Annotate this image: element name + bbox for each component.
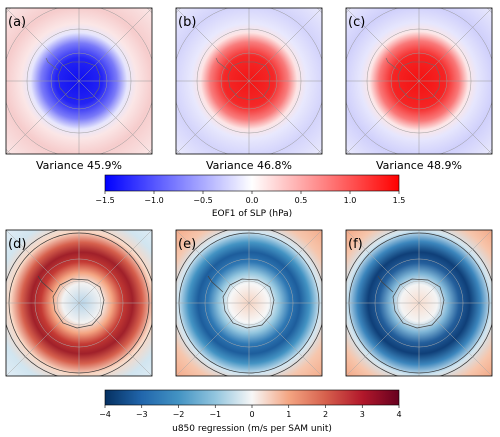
- panel-e-graticule: [176, 230, 322, 376]
- panel-c: [345, 7, 493, 155]
- panel-e-antarctica: [207, 275, 275, 329]
- panel-a-variance: Variance 45.9%: [36, 159, 122, 172]
- panel-a-graticule: [6, 8, 152, 154]
- panel-d-frame: [5, 229, 153, 377]
- u850-tick-label: 1: [286, 410, 291, 419]
- panel-a-antarctica: [45, 57, 101, 101]
- u850-tick-label: 0: [249, 410, 254, 419]
- slp-tick-label: −1.5: [95, 196, 114, 205]
- panel-f-graticule: [346, 230, 492, 376]
- slp-tick-label: 1.0: [344, 196, 357, 205]
- panel-c-variance: Variance 48.9%: [376, 159, 462, 172]
- panel-e-frame: [175, 229, 323, 377]
- panel-b-graticule: [176, 8, 322, 154]
- panel-d-graticule: [6, 230, 152, 376]
- panel-d-label: (d): [8, 237, 26, 252]
- panel-a-frame: [5, 7, 153, 155]
- u850-tick-label: −1: [209, 410, 221, 419]
- u850-tick-label: −3: [136, 410, 148, 419]
- panel-f: [345, 229, 493, 377]
- u850-tick-label: 4: [396, 410, 401, 419]
- panel-d: [5, 229, 153, 377]
- slp-tick-label: −1.0: [144, 196, 163, 205]
- slp-tick-label: −0.5: [193, 196, 212, 205]
- panel-a: [5, 7, 153, 155]
- panel-b: [175, 7, 323, 155]
- u850-colorbar: −4 −3 −2 −1 0 1 2 3 4 u850 regression (m/s per S…: [99, 389, 402, 434]
- slp-tick-label: 0.5: [295, 196, 308, 205]
- panel-b-antarctica: [215, 57, 271, 101]
- u850-tick-label: −4: [99, 410, 111, 419]
- u850-colorbar-label: u850 regression (m/s per SAM unit): [172, 424, 332, 434]
- panel-f-label: (f): [348, 237, 363, 252]
- panel-c-antarctica: [385, 57, 441, 101]
- panel-d-antarctica: [37, 275, 105, 329]
- panel-c-frame: [345, 7, 493, 155]
- u850-colorbar-ticks: −4 −3 −2 −1 0 1 2 3 4: [99, 405, 402, 419]
- panel-a-label: (a): [8, 15, 26, 30]
- u850-tick-label: 3: [360, 410, 365, 419]
- panel-b-frame: [175, 7, 323, 155]
- panel-b-variance: Variance 46.8%: [206, 159, 292, 172]
- slp-colorbar-ticks: −1.5 −1.0 −0.5 0.0 0.5 1.0 1.5: [95, 191, 405, 205]
- panel-b-label: (b): [178, 15, 196, 30]
- panel-f-frame: [345, 229, 493, 377]
- u850-colorbar-bar: [104, 389, 400, 406]
- u850-tick-label: −2: [173, 410, 185, 419]
- slp-tick-label: 1.5: [393, 196, 406, 205]
- slp-colorbar-label: EOF1 of SLP (hPa): [212, 209, 292, 219]
- panel-c-label: (c): [348, 15, 365, 30]
- slp-tick-label: 0.0: [246, 196, 259, 205]
- u850-tick-label: 2: [323, 410, 328, 419]
- panel-e-label: (e): [178, 237, 196, 252]
- panel-f-antarctica: [377, 275, 445, 329]
- slp-colorbar: −1.5 −1.0 −0.5 0.0 0.5 1.0 1.5 EOF1 of SLP (hP…: [95, 174, 405, 219]
- panel-e: [175, 229, 323, 377]
- panel-c-graticule: [346, 8, 492, 154]
- slp-colorbar-bar: [104, 174, 400, 192]
